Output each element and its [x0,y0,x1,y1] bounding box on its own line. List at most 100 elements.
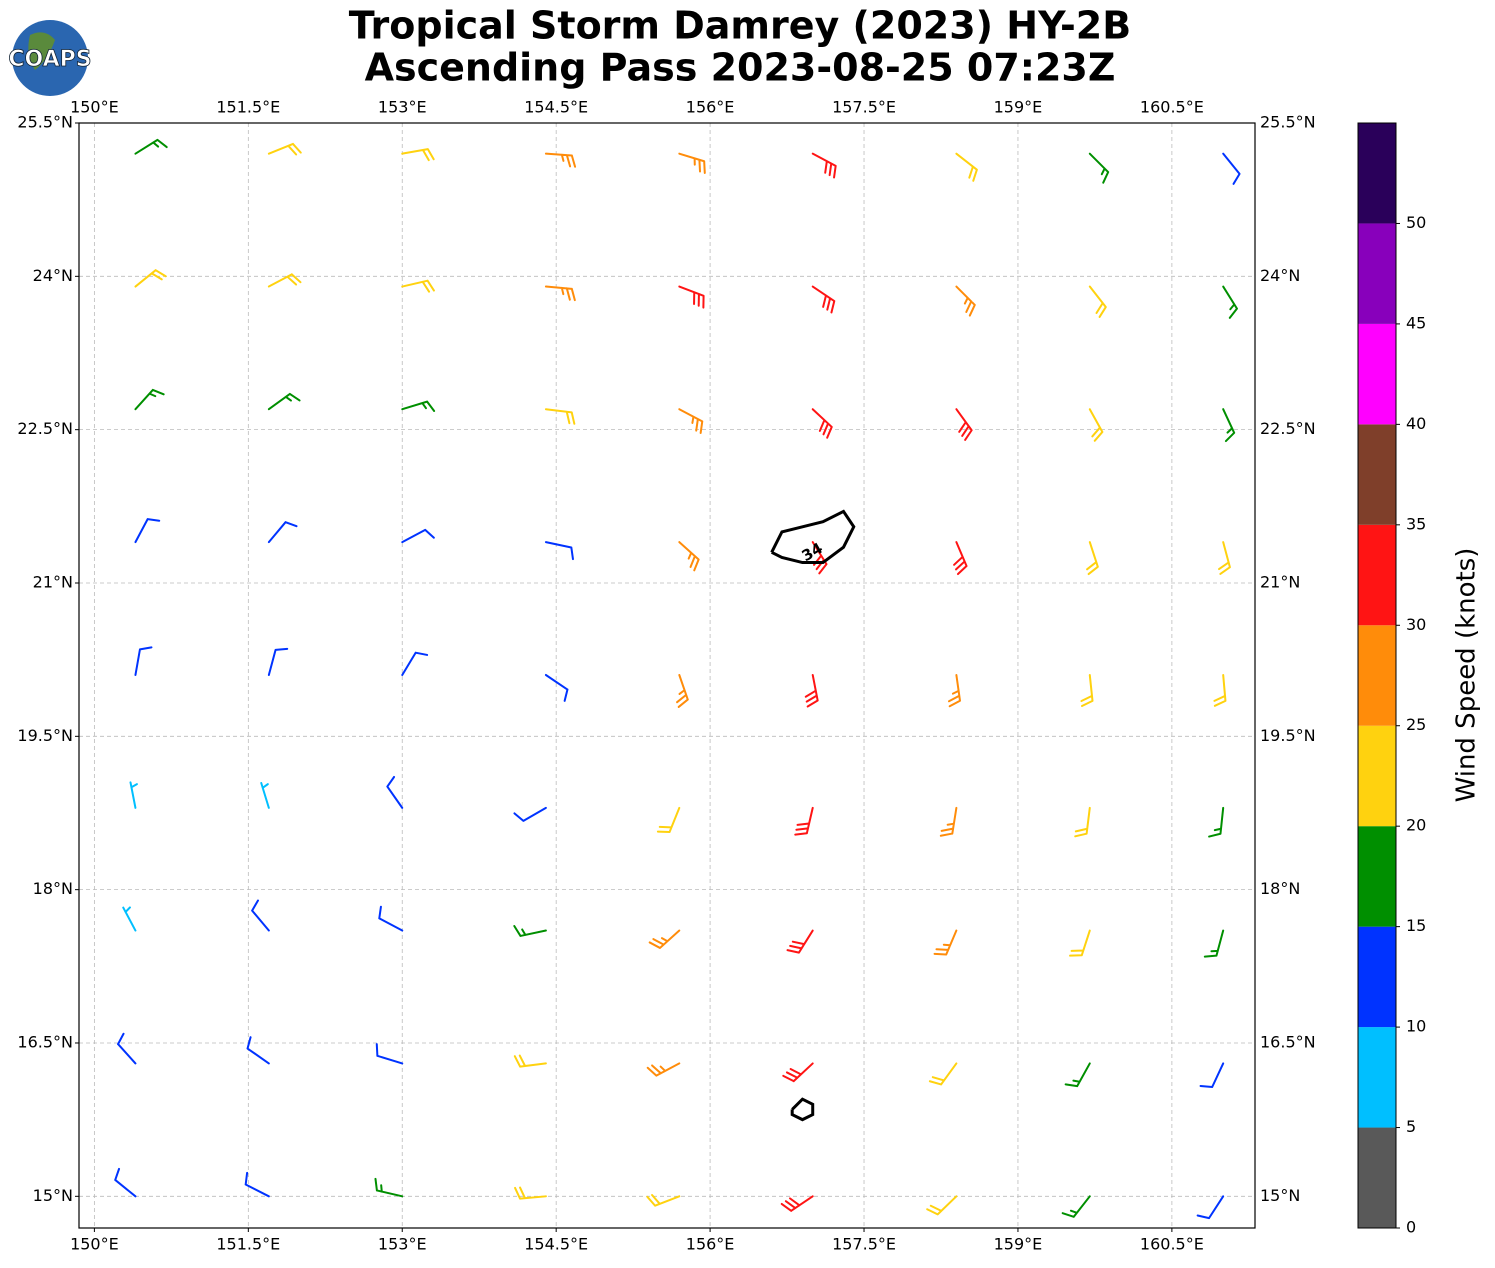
wind-barb [544,152,577,168]
chart-title: Tropical Storm Damrey (2023) HY-2B [349,4,1131,48]
wind-barb [926,1195,958,1216]
colorbar-label: Wind Speed (knots) [1452,548,1482,803]
x-tick-label-top: 154.5°E [524,98,588,117]
colorbar-segment [1358,1127,1396,1228]
wind-barb [129,781,138,809]
colorbar-tick-label: 15 [1406,916,1426,935]
wind-barb [676,673,689,708]
y-tick-label-right: 21°N [1260,572,1300,591]
wind-barb [1074,806,1091,838]
y-tick-label-right: 25.5°N [1260,113,1316,132]
colorbar-segment [1358,223,1396,324]
y-tick-label-right: 18°N [1260,879,1300,898]
wind-barb [1196,1195,1225,1220]
y-tick-label: 22.5°N [17,419,73,438]
colorbar-segment [1358,725,1396,827]
wind-barb [122,906,137,932]
wind-barb [134,518,161,544]
colorbar-segment [1358,524,1396,626]
logo-text: COAPS [8,47,91,72]
wind-barb [1222,408,1236,443]
wind-barb [811,408,833,439]
wind-barb [1080,673,1094,707]
wind-barb [955,408,973,441]
wind-barb [267,142,302,156]
wind-barb [955,152,978,182]
wind-barb [811,541,828,575]
wind-barb [804,673,819,708]
x-tick-label-top: 156°E [686,98,735,117]
x-tick-label: 159°E [994,1235,1043,1254]
contour-line [790,1097,815,1122]
x-tick-label-top: 157.5°E [832,98,896,117]
wind-barb [678,408,704,435]
wind-barb [1208,806,1225,838]
wind-barb [678,285,705,309]
wind-barb [947,673,962,708]
wind-barb [1064,1062,1091,1088]
colorbar-tick-label: 5 [1406,1117,1416,1136]
wind-barb [401,651,429,676]
wind-barb [513,806,547,822]
colorbar-tick-label: 20 [1406,816,1426,835]
wind-barb [114,1167,137,1198]
y-tick-label: 21°N [33,572,73,591]
x-tick-label: 154.5°E [524,1235,588,1254]
x-tick-label-top: 151.5°E [216,98,280,117]
y-tick-label-right: 19.5°N [1260,726,1316,745]
wind-barb [1203,929,1225,958]
y-tick-label-right: 22.5°N [1260,419,1316,438]
wind-barb [646,1062,681,1077]
wind-barb [939,806,958,837]
wind-barb [678,541,700,572]
wind-barb [953,541,968,576]
x-tick-label-top: 160.5°E [1140,98,1204,117]
wind-barb [782,1062,814,1083]
colorbar-segment [1358,625,1396,726]
x-tick-label: 157.5°E [832,1235,896,1254]
y-tick-label: 24°N [33,266,73,285]
colorbar-segment [1358,826,1396,927]
colorbar-tick-label: 45 [1406,313,1426,332]
wind-barb [251,899,270,932]
wind-barb [1088,285,1107,318]
contour-line [770,509,856,565]
wind-barb [811,152,837,179]
wind-barb [378,905,404,932]
wind-barb [1199,1062,1225,1088]
wind-barb [955,285,976,317]
wind-barb [134,138,168,155]
colorbar-segment [1358,1027,1396,1128]
wind-barb [267,273,302,288]
wind-barb [267,521,298,544]
wind-barb [544,541,574,561]
wind-barb [1088,152,1110,184]
wind-barb [780,1195,814,1212]
logo: COAPS [8,20,92,96]
y-tick-label: 25.5°N [17,113,73,132]
x-tick-label: 160.5°E [1140,1235,1204,1254]
y-tick-label-right: 15°N [1260,1186,1300,1205]
y-tick-label: 15°N [33,1186,73,1205]
wind-barb [1086,541,1099,576]
colorbar-segment [1358,926,1396,1028]
wind-barb [1218,541,1231,575]
wind-barb [513,925,547,937]
wind-barb [1222,285,1238,319]
colorbar-segment [1358,123,1396,224]
wind-barb [401,148,435,162]
x-tick-label-top: 150°E [70,98,119,117]
wind-barb [933,929,958,956]
wind-barb [386,775,404,809]
wind-barb [656,806,681,833]
wind-barb [374,1177,404,1198]
colorbar-tick-label: 30 [1406,615,1426,634]
wind-barb [134,388,165,411]
wind-barb [1061,1195,1091,1218]
wind-barb [786,929,814,954]
wind-barb [401,279,435,293]
x-tick-label-top: 153°E [378,98,427,117]
colorbar-tick-label: 40 [1406,414,1426,433]
wind-barb [1088,408,1104,442]
wind-barb [646,1194,681,1207]
